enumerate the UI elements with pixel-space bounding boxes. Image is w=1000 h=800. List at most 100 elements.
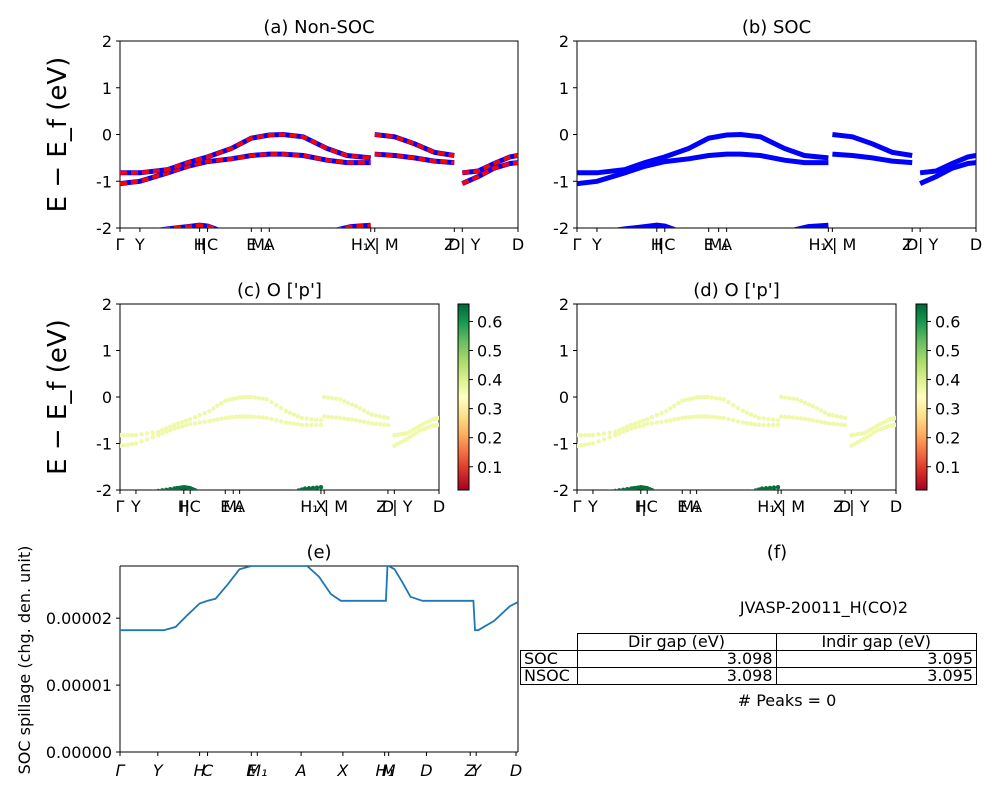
band-point	[365, 410, 371, 415]
colorbar-tick-label: 0.1	[935, 458, 960, 477]
band-point	[680, 398, 685, 403]
plot-frame	[576, 303, 897, 491]
band-point	[233, 414, 239, 420]
band-point	[219, 416, 224, 421]
band-point	[133, 441, 139, 446]
y-axis-label: E − E_f (eV)	[43, 57, 73, 213]
band-point	[172, 422, 177, 428]
y-tick-label: 1	[559, 342, 569, 361]
x-tick-label: D	[839, 497, 851, 516]
band-point	[385, 422, 391, 428]
band-point	[309, 422, 314, 428]
band-point	[404, 436, 410, 442]
band-point	[577, 432, 580, 438]
band-point	[676, 401, 681, 406]
band-point	[613, 429, 618, 435]
panel-title: (b) SOC	[742, 17, 811, 38]
band-point	[133, 432, 139, 438]
band-point	[202, 419, 207, 425]
band-point	[752, 422, 758, 427]
band-point	[160, 488, 165, 490]
band-point	[596, 492, 600, 496]
band-point	[291, 412, 297, 417]
band-point	[590, 432, 596, 438]
band-point	[150, 435, 155, 440]
band-point	[726, 400, 731, 405]
band-point	[726, 416, 731, 422]
band-point	[705, 394, 710, 400]
x-tick-label: Y	[591, 235, 602, 254]
band-point	[750, 489, 755, 490]
band-point	[256, 415, 261, 420]
band-point	[802, 416, 808, 422]
panel-title: (c) O ['p']	[237, 280, 322, 301]
band-point	[871, 425, 876, 430]
band-point	[735, 405, 741, 411]
band-point	[139, 492, 143, 496]
x-tick-label: D	[510, 761, 522, 780]
y-tick-label: -1	[553, 172, 569, 191]
band-point	[156, 429, 161, 435]
band-point	[640, 418, 646, 423]
band-point	[269, 400, 274, 405]
band-point	[168, 428, 173, 433]
panel-f-peaks: # Peaks = 0	[738, 691, 837, 710]
band-point	[295, 422, 301, 427]
plot-frame	[576, 40, 977, 229]
y-tick-label: -2	[553, 219, 569, 238]
band-point	[664, 418, 669, 424]
band-point	[775, 418, 781, 423]
band-point	[740, 420, 746, 425]
band-point	[306, 486, 312, 490]
band-point	[748, 421, 754, 426]
band-point	[735, 419, 741, 424]
band-point	[164, 426, 169, 431]
x-tick-label: I|C	[197, 235, 218, 254]
x-tick-label: E	[704, 235, 714, 254]
band-point	[192, 415, 198, 420]
x-tick-label: I|C	[654, 235, 675, 254]
panel-f-title: (f)	[767, 542, 787, 563]
x-tick-label: H	[635, 497, 647, 516]
x-tick-label: D	[890, 497, 902, 516]
band-point	[197, 412, 202, 418]
band-point	[583, 495, 587, 499]
band-point	[640, 422, 646, 428]
band-point	[325, 395, 331, 400]
x-tick-label: E	[220, 497, 230, 516]
band-point	[709, 414, 714, 420]
band-point	[756, 415, 762, 421]
band-point	[747, 490, 751, 494]
band-point	[790, 415, 796, 420]
band-point	[798, 398, 804, 404]
x-tick-label: H₁ | M	[808, 235, 856, 254]
band-point	[195, 489, 200, 490]
colorbar-tick-label: 0.3	[477, 400, 502, 419]
band-point	[578, 443, 584, 448]
x-tick-label: Y	[471, 761, 482, 780]
band-point	[176, 425, 181, 430]
band-point	[211, 418, 216, 423]
band-point	[717, 396, 722, 401]
band-point	[842, 422, 848, 428]
bands	[120, 131, 518, 228]
band-point	[144, 431, 150, 436]
band-point	[325, 414, 331, 420]
band-point	[192, 421, 198, 426]
gap-table-row: SOC 3.098 3.095	[520, 650, 977, 668]
band-point	[830, 421, 836, 427]
band-point	[778, 394, 784, 400]
band-point	[151, 489, 154, 490]
band-point	[164, 429, 169, 435]
x-tick-label: X	[315, 497, 326, 516]
x-tick-label: Γ	[116, 497, 125, 516]
band-point	[664, 408, 669, 414]
gap-table-indir-value: 3.095	[775, 650, 977, 668]
band-point	[731, 402, 736, 408]
band-point	[304, 416, 309, 421]
band-point	[766, 422, 771, 428]
band-point	[721, 397, 726, 402]
x-tick-label: H	[651, 235, 663, 254]
